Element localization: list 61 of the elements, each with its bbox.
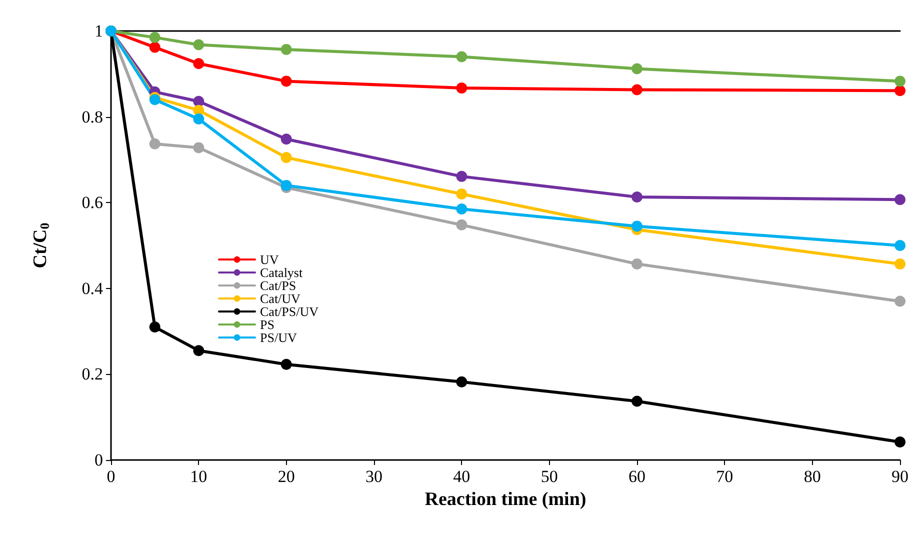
point [894,85,906,96]
x-tick-label: 0 [106,467,116,486]
point [193,113,204,124]
x-tick-label: 10 [190,467,208,486]
point [456,188,468,200]
point [894,436,906,448]
point [632,258,642,270]
point [193,58,204,70]
point [894,76,906,87]
point [456,204,468,215]
x-tick-label: 50 [540,467,558,486]
point [149,322,160,333]
point [456,170,468,182]
x-tick-label: 30 [366,467,382,486]
point [193,142,204,154]
point [280,134,292,145]
y-tick-label: 0.2 [82,364,103,384]
point [149,32,160,43]
legend-label: PS/UV [260,330,298,345]
point [894,296,906,307]
point [193,345,204,356]
point [149,94,160,106]
point [632,63,642,74]
point [456,82,468,94]
point [632,84,642,96]
y-axis-title: Ct/C0 [30,222,52,268]
point [280,180,292,191]
x-tick-label: 80 [804,467,821,486]
legend-label: Cat/PS/UV [260,304,320,319]
point [280,152,292,164]
point [193,39,204,50]
point [280,76,292,87]
point [894,240,906,251]
point [632,192,642,203]
point [632,396,642,407]
y-tick-label: 1 [94,22,103,40]
legend-label: PS [260,317,274,332]
y-tick-label: 0.8 [82,107,103,126]
legend-label: UV [260,252,280,267]
x-axis-title: Reaction time (min) [424,488,586,510]
point [894,258,906,270]
legend-label: Cat/UV [260,291,302,306]
point [280,358,292,370]
y-tick-label: 0.6 [82,193,103,212]
point [456,219,468,230]
point [456,376,468,388]
point [632,220,642,232]
x-tick-label: 20 [278,467,295,486]
point [149,138,160,150]
point [456,51,468,62]
y-tick-label: 0.4 [82,278,104,298]
y-tick-label: 0 [94,450,103,470]
x-tick-label: 60 [628,467,646,486]
point [894,194,906,206]
legend-label: Catalyst [260,265,303,280]
point [280,44,292,55]
point [149,42,160,53]
x-tick-label: 70 [716,467,734,486]
point [193,96,204,107]
x-tick-label: 90 [892,467,908,486]
x-tick-label: 40 [453,467,470,486]
